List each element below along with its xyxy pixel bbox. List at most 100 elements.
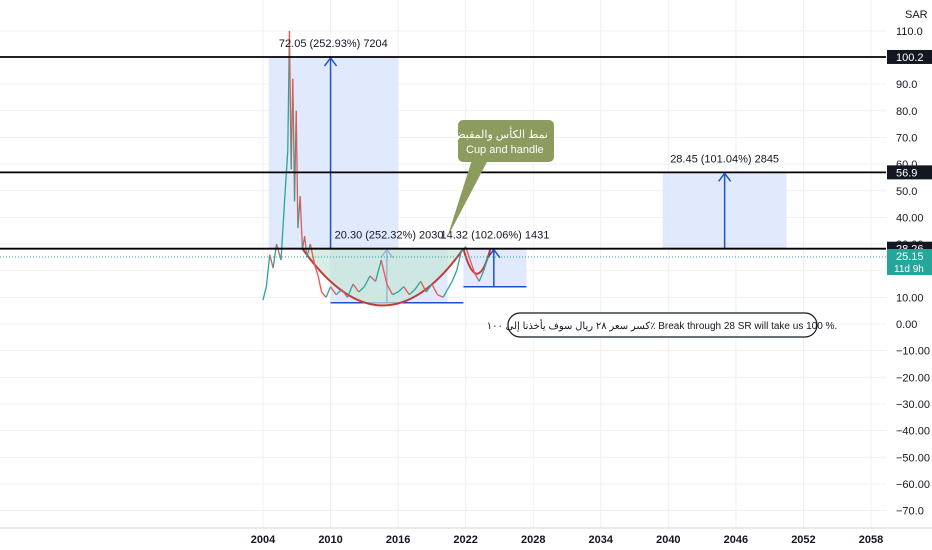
price-segment [262,286,268,301]
x-tick-label: 2016 [386,534,410,546]
price-segment [451,270,458,282]
callout-english-text: Cup and handle [466,144,544,156]
price-segment [299,196,304,250]
price-segment [369,275,377,282]
x-tick-label: 2040 [656,534,680,546]
note-annotation[interactable]: كسر سعر ٢٨ ريال سوف يأخذنا إلى ١٠٠٪ Brea… [487,312,837,338]
level-price-tag [887,49,932,64]
y-tick-label: 10.00 [896,292,924,304]
price-segment [306,243,311,258]
last-price-tag: 25.15 11d 9h [887,249,932,275]
y-tick-label: 70.0 [896,132,917,144]
price-segment [397,286,405,293]
y-tick-label: 40.00 [896,212,924,224]
price-segment [288,30,292,170]
cup-handle-callout[interactable]: نمط الكأس والمقبض Cup and handle [447,120,554,238]
measure-label: 72.05 (252.93%) 7204 [279,38,388,50]
price-segment [437,294,444,298]
level-price-label: 56.9 [896,167,917,179]
price-segment [330,286,337,296]
price-segment [478,270,485,282]
measure-label: 28.45 (101.04%) 2845 [670,153,779,165]
price-segment [335,288,343,296]
cup-curve [301,248,465,307]
price-segment [292,78,296,202]
price-segment [363,275,371,287]
x-tick-label: 2010 [318,534,342,546]
price-segment [483,256,489,271]
x-tick-label: 2052 [791,534,815,546]
price-segment [392,291,399,296]
y-tick-label: −30.00 [896,399,930,411]
price-segment [280,204,286,261]
price-segment [380,259,388,285]
price-segment [403,286,410,296]
last-price-badge [887,249,932,275]
y-tick-label: −20.00 [896,372,930,384]
x-tick-label: 2004 [251,534,276,546]
last-price-value: 25.15 [896,251,924,263]
callout-box [458,120,554,162]
measure-label: 14.32 (102.06%) 1431 [441,230,550,242]
measure-box [463,248,527,287]
horizontal-levels[interactable] [0,56,886,250]
price-segment [414,280,422,290]
price-segment [442,289,449,298]
y-tick-label: 50.0 [896,186,917,198]
price-segment [314,265,319,277]
x-tick-label: 2058 [859,534,883,546]
x-tick-label: 2028 [521,534,545,546]
price-segment [447,281,453,290]
y-tick-label: −10.00 [896,346,930,358]
y-tick-label: 110.0 [896,26,923,38]
y-tick-label: 80.0 [896,106,917,118]
price-segment [346,283,354,298]
price-segment [386,283,394,295]
note-text: كسر سعر ٢٨ ريال سوف يأخذنا إلى ١٠٠٪ Brea… [487,319,837,332]
price-segment [474,273,480,282]
price-segment [265,254,271,287]
y-tick-label: −50.00 [896,452,930,464]
measure-arrow-head [487,248,501,259]
price-segment [325,286,332,298]
callout-pointer [447,160,488,238]
y-tick-label: −60.00 [896,479,930,491]
callout-arabic-text: نمط الكأس والمقبض [452,127,548,141]
x-tick-label: 2046 [724,534,748,546]
measure-label: 20.30 (252.32%) 2030 [335,230,444,242]
price-segment [352,283,360,293]
measure-arrow-head [323,56,338,67]
y-tick-label: 0.00 [896,319,917,331]
price-segment [295,110,299,229]
price-segment [341,288,348,298]
price-segment [431,283,439,295]
price-segment [283,150,289,205]
price-segment [408,288,416,296]
x-tick-label: 2022 [453,534,477,546]
measure-arrow-head [718,172,732,182]
currency-label: SAR [905,9,928,21]
price-segment [317,275,323,293]
price-segment [304,235,308,258]
note-box [507,312,818,338]
measurement-labels: 72.05 (252.93%) 7204 20.30 (252.32%) 2030… [279,38,779,242]
price-segment [420,281,427,293]
price-segment [425,283,433,293]
price-axis[interactable]: 110.090.080.070.060.050.040.0030.0020.00… [896,26,930,518]
level-price-label: 100.2 [896,52,924,64]
y-tick-label: −70.0 [896,506,924,518]
time-axis[interactable]: 2004 2010 2016 2022 2028 2034 2040 2046 2052 2058 [251,534,883,546]
price-segment [321,291,327,298]
bar-countdown: 11d 9h [894,264,924,275]
price-segment [358,286,365,293]
price-segment [469,259,476,274]
level-price-tag [887,165,932,180]
price-segment [309,243,316,266]
y-tick-label: −40.00 [896,426,930,438]
price-segment [374,259,382,282]
x-tick-label: 2034 [589,534,614,546]
y-tick-label: 90.0 [896,79,917,91]
price-segment [456,251,462,271]
price-series [0,30,886,301]
